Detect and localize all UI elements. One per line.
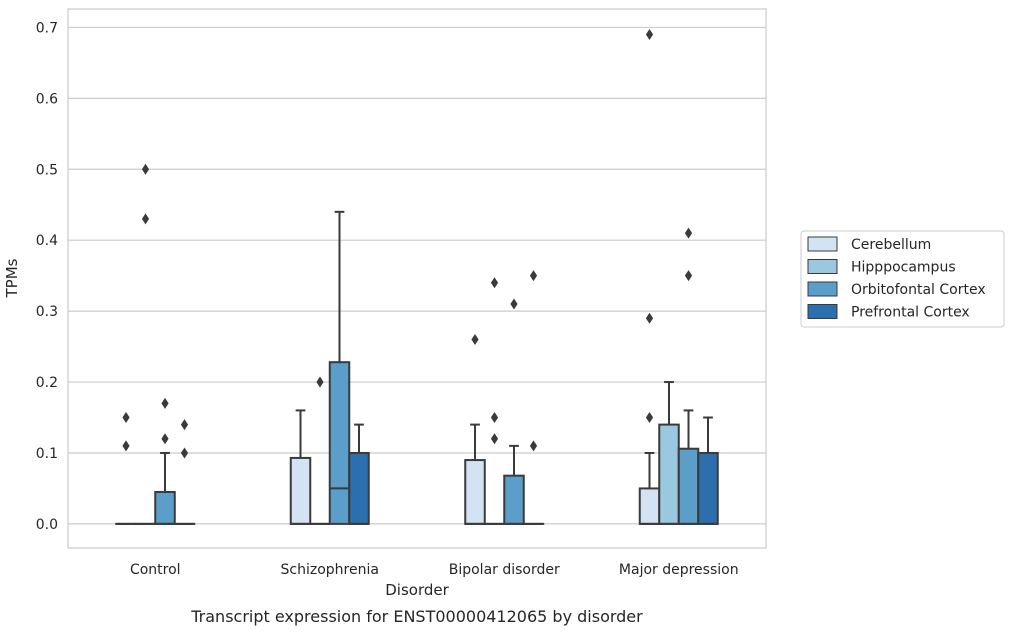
- box: [348, 451, 370, 525]
- outlier-point: [180, 419, 189, 431]
- legend-swatch: [807, 236, 838, 252]
- plot-area-frame: [67, 8, 767, 549]
- box: [328, 361, 351, 525]
- box: [677, 447, 700, 525]
- y-tick-label: 0.7: [36, 20, 58, 36]
- outlier-point: [471, 333, 479, 345]
- y-tick-labels: 0.0 0.1 0.2 0.3 0.4 0.5 0.6 0.7: [36, 20, 58, 532]
- y-axis-label: TPMs: [3, 258, 21, 298]
- outlier-point: [180, 447, 189, 459]
- y-tick-label: 0.6: [36, 91, 58, 107]
- box-group: [503, 298, 525, 525]
- box: [154, 490, 176, 525]
- x-tick-labels: Control Schizophrenia Bipolar disorder Majo…: [130, 562, 739, 578]
- box-groups: [115, 29, 719, 525]
- box-group: [328, 210, 351, 525]
- box-group: [154, 397, 176, 525]
- outlier-point: [529, 270, 538, 282]
- outlier-point: [490, 433, 499, 445]
- box: [658, 423, 680, 525]
- legend: Cerebellum Hipppocampus Orbitofontal Corte…: [800, 230, 1005, 328]
- box-group: [289, 409, 312, 525]
- box: [638, 487, 661, 525]
- outlier-point: [645, 312, 654, 324]
- outlier-point: [490, 412, 499, 424]
- x-axis-label: Disorder: [385, 581, 449, 599]
- legend-swatch: [807, 281, 838, 297]
- box: [464, 459, 486, 525]
- outlier-point: [510, 298, 518, 310]
- box-group: [697, 416, 719, 525]
- y-tick-label: 0.0: [36, 517, 58, 533]
- x-tick-label: Major depression: [619, 562, 739, 578]
- box: [697, 451, 719, 525]
- legend-frame: [800, 230, 1005, 328]
- outlier-point: [645, 412, 654, 424]
- y-tick-label: 0.4: [36, 233, 58, 249]
- x-tick-label: Control: [130, 562, 181, 578]
- box-group: [173, 419, 196, 525]
- box-group: [658, 381, 680, 525]
- outlier-point: [684, 227, 693, 239]
- legend-label: Orbitofontal Cortex: [851, 282, 986, 298]
- legend-swatch: [807, 304, 838, 319]
- outlier-point: [529, 440, 538, 452]
- x-tick-label: Schizophrenia: [281, 562, 379, 578]
- outlier-point: [316, 376, 324, 388]
- box-group: [464, 333, 486, 525]
- outlier-point: [645, 29, 654, 41]
- outlier-point: [141, 163, 150, 175]
- outlier-point: [122, 440, 130, 452]
- outlier-point: [161, 397, 169, 409]
- x-tick-label: Bipolar disorder: [449, 562, 560, 578]
- legend-label: Cerebellum: [851, 237, 931, 253]
- box: [289, 456, 312, 525]
- legend-label: Prefrontal Cortex: [851, 305, 970, 321]
- box-group: [677, 227, 700, 525]
- chart-caption: Transcript expression for ENST0000041206…: [190, 607, 643, 626]
- y-tick-label: 0.3: [36, 304, 58, 320]
- outlier-point: [141, 213, 150, 225]
- box-group: [348, 423, 370, 525]
- y-tick-label: 0.5: [36, 162, 58, 178]
- y-tick-label: 0.1: [36, 446, 58, 462]
- box: [503, 474, 525, 525]
- outlier-point: [161, 433, 169, 445]
- legend-label: Hipppocampus: [851, 260, 956, 276]
- outlier-point: [490, 277, 499, 289]
- outlier-point: [122, 412, 130, 424]
- legend-swatch: [807, 259, 838, 274]
- outlier-point: [684, 270, 693, 282]
- box-group: [522, 270, 545, 525]
- y-tick-label: 0.2: [36, 375, 58, 391]
